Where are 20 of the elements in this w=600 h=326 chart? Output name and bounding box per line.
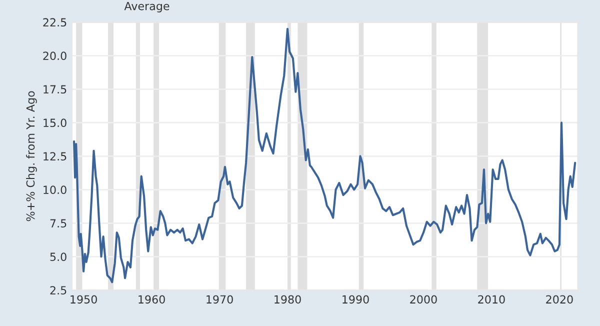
y-tick-label: 15.0: [44, 118, 66, 128]
x-tick-label: 1990: [342, 295, 369, 304]
y-tick-label: 10.0: [44, 186, 66, 194]
y-tick-label: 12.5: [44, 152, 66, 161]
x-tick-label: 2000: [410, 295, 437, 304]
y-axis-title: %+% Chg. from Yr. Ago: [26, 91, 37, 222]
x-tick-label: 2020: [546, 295, 573, 304]
line-series: [72, 28, 576, 284]
x-tick-label: 1950: [70, 295, 97, 304]
x-tick-label: 2010: [478, 295, 505, 304]
x-tick-label: 1970: [206, 295, 233, 304]
y-tick-label: 5.0: [50, 252, 66, 262]
y-tick-label: 22.5: [43, 18, 66, 27]
x-tick-label: 1980: [274, 295, 301, 304]
x-tick-label: 1960: [138, 295, 165, 304]
y-tick-label: 17.5: [44, 85, 66, 94]
y-tick-label: 7.5: [50, 219, 66, 228]
chart-title: Average: [124, 2, 170, 12]
y-tick-label: 2.5: [50, 286, 66, 295]
y-tick-label: 20.0: [43, 52, 66, 60]
